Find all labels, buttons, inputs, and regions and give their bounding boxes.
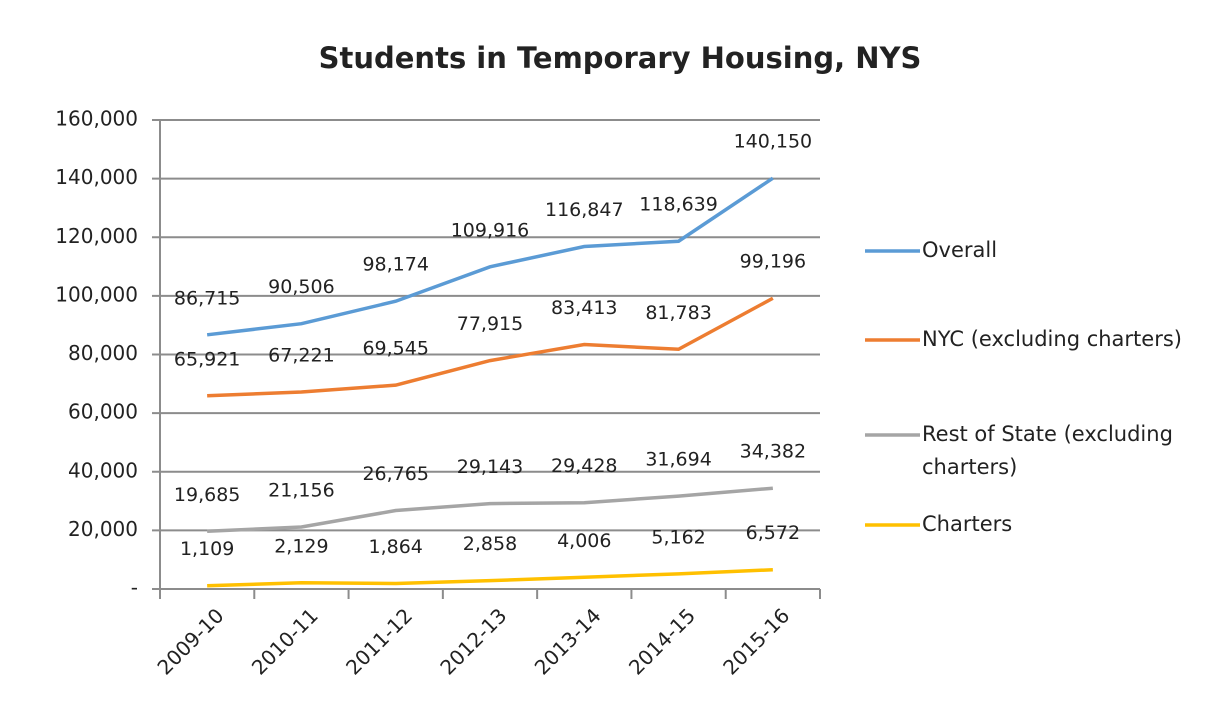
data-label: 69,545 xyxy=(362,338,428,360)
data-label: 1,864 xyxy=(369,536,423,558)
chart-title: Students in Temporary Housing, NYS xyxy=(319,41,922,75)
data-label: 116,847 xyxy=(545,199,624,221)
data-label: 1,109 xyxy=(180,538,234,560)
data-label: 19,685 xyxy=(174,484,240,506)
data-label: 2,129 xyxy=(274,535,328,557)
y-tick-label: 60,000 xyxy=(68,400,138,424)
y-tick-label: 140,000 xyxy=(55,165,138,189)
data-label: 90,506 xyxy=(268,276,334,298)
data-label: 83,413 xyxy=(551,297,617,319)
y-tick-label: 80,000 xyxy=(68,341,138,365)
data-label: 86,715 xyxy=(174,287,240,309)
series-line xyxy=(207,296,774,398)
legend-label: Charters xyxy=(922,512,1013,536)
data-label: 98,174 xyxy=(362,254,428,276)
y-tick-label: 40,000 xyxy=(68,458,138,482)
y-tick-label: 20,000 xyxy=(68,517,138,541)
data-label: 4,006 xyxy=(557,530,611,552)
data-label: 21,156 xyxy=(268,479,334,501)
data-label: 99,196 xyxy=(740,251,806,273)
series-line xyxy=(206,176,774,337)
data-label: 31,694 xyxy=(645,449,711,471)
x-tick-label: 2009-10 xyxy=(152,603,228,679)
data-label: 67,221 xyxy=(268,344,334,366)
x-tick-label: 2010-11 xyxy=(247,603,323,679)
y-tick-label: - xyxy=(131,576,138,600)
data-label: 65,921 xyxy=(174,348,240,370)
x-tick-label: 2015-16 xyxy=(718,603,794,679)
data-label: 26,765 xyxy=(362,463,428,485)
data-label: 29,428 xyxy=(551,455,617,477)
legend-label: Rest of State (excluding charters) xyxy=(922,422,1173,479)
data-label: 29,143 xyxy=(457,456,523,478)
data-label: 5,162 xyxy=(651,526,705,548)
data-label: 81,783 xyxy=(645,302,711,324)
y-tick-label: 120,000 xyxy=(55,224,138,248)
data-label: 118,639 xyxy=(639,194,718,216)
data-label: 140,150 xyxy=(734,131,813,153)
data-label: 109,916 xyxy=(451,219,530,241)
series-line xyxy=(207,567,773,588)
x-tick-label: 2011-12 xyxy=(341,603,417,679)
series-line xyxy=(207,486,774,534)
y-tick-label: 160,000 xyxy=(55,107,138,131)
x-tick-label: 2014-15 xyxy=(624,603,700,679)
legend-label: NYC (excluding charters) xyxy=(922,327,1182,351)
x-tick-label: 2012-13 xyxy=(435,603,511,679)
legend-label: Overall xyxy=(922,238,998,262)
data-label: 2,858 xyxy=(463,533,517,555)
y-tick-label: 100,000 xyxy=(55,282,138,306)
x-tick-label: 2013-14 xyxy=(530,603,606,679)
data-label: 77,915 xyxy=(457,313,523,335)
data-label: 6,572 xyxy=(746,522,800,544)
data-label: 34,382 xyxy=(740,441,806,463)
